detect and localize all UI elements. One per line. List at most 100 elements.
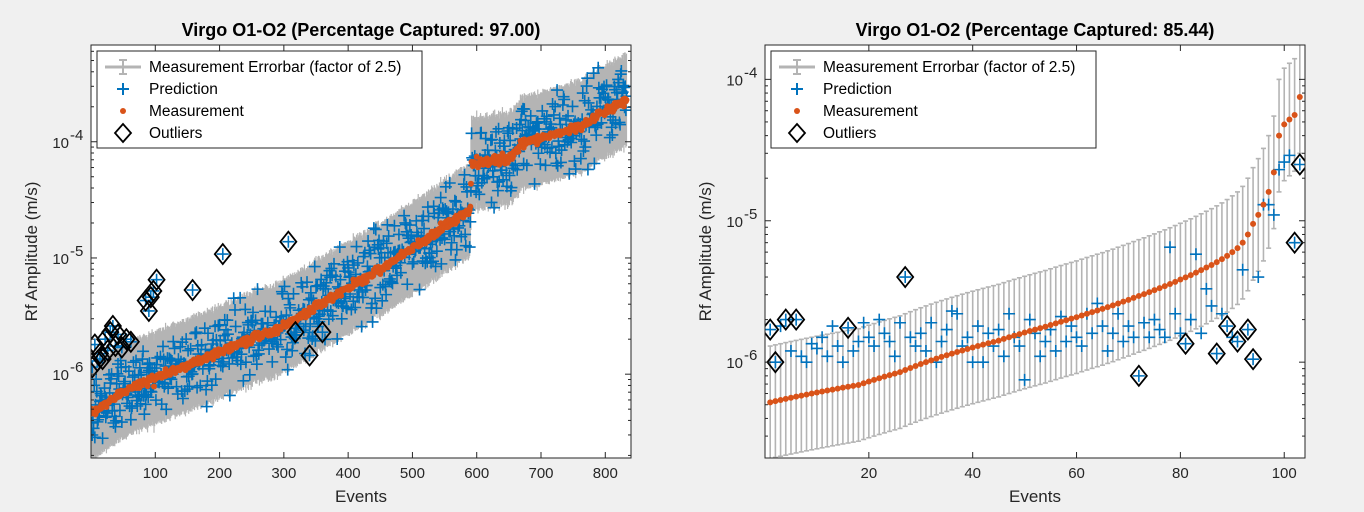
prediction-point — [1169, 307, 1182, 320]
measurement-point — [454, 218, 461, 225]
x-tick-label: 80 — [1172, 465, 1189, 482]
prediction-point — [1065, 320, 1078, 333]
legend-entry: Measurement Errorbar (factor of 2.5) — [149, 59, 401, 76]
prediction-point — [554, 156, 567, 169]
prediction-point — [355, 320, 368, 333]
prediction-point — [909, 340, 922, 353]
prediction-point — [202, 327, 214, 340]
measurement-point — [881, 373, 888, 380]
measurement-point — [767, 399, 774, 406]
outlier-series — [765, 153, 1305, 388]
outlier-series — [91, 230, 332, 379]
plot-content — [765, 45, 1305, 458]
prediction-point — [308, 260, 321, 273]
chart-title: Virgo O1-O2 (Percentage Captured: 97.00) — [182, 20, 541, 40]
measurement-series — [91, 95, 630, 418]
prediction-point — [176, 392, 189, 405]
outlier-point — [1238, 318, 1258, 342]
outlier-point — [147, 268, 166, 292]
measurement-point — [1255, 211, 1262, 218]
measurement-point — [907, 364, 914, 371]
legend-prediction-icon — [117, 83, 129, 95]
prediction-point — [464, 184, 477, 197]
measurement-point — [1073, 314, 1080, 321]
prediction-point — [331, 332, 344, 345]
prediction-point — [445, 236, 458, 249]
prediction-point — [485, 196, 498, 209]
prediction-point — [894, 316, 906, 329]
outlier-point — [103, 314, 123, 338]
measurement-point — [1011, 332, 1018, 339]
prediction-point — [1049, 344, 1062, 357]
outlier-point — [1129, 364, 1149, 388]
measurement-point — [777, 397, 784, 404]
prediction-point — [617, 81, 630, 94]
measurement-point — [1000, 335, 1007, 342]
prediction-point — [982, 327, 995, 340]
prediction-point — [234, 291, 247, 304]
measurement-point — [1006, 334, 1013, 341]
y-tick-exponent: -5 — [70, 243, 83, 260]
prediction-point — [247, 350, 260, 363]
prediction-point — [831, 340, 844, 353]
prediction-point — [1127, 331, 1140, 344]
measurement-point — [959, 347, 966, 354]
measurement-point — [499, 150, 506, 157]
prediction-point — [1205, 299, 1218, 312]
prediction-point — [888, 350, 901, 363]
prediction-point — [418, 222, 430, 235]
prediction-point — [324, 271, 337, 284]
prediction-point — [1195, 327, 1208, 340]
prediction-point — [369, 292, 382, 305]
prediction-point — [316, 326, 329, 339]
prediction-point — [429, 260, 442, 273]
measurement-point — [1229, 249, 1236, 256]
prediction-point — [1096, 320, 1109, 333]
prediction-point — [528, 177, 541, 190]
prediction-point — [1179, 337, 1192, 350]
prediction-point — [904, 331, 917, 344]
prediction-point — [1174, 327, 1187, 340]
prediction-point — [425, 247, 438, 260]
prediction-point — [790, 313, 803, 326]
prediction-point — [1210, 347, 1223, 360]
measurement-point — [928, 357, 935, 364]
measurement-point — [819, 388, 826, 395]
measurement-point — [803, 391, 810, 398]
prediction-point — [235, 348, 248, 361]
prediction-point — [479, 132, 492, 145]
measurement-point — [917, 361, 924, 368]
prediction-point — [821, 350, 834, 363]
prediction-point — [362, 235, 375, 248]
prediction-point — [328, 257, 340, 270]
prediction-point — [115, 416, 128, 429]
legend: Measurement Errorbar (factor of 2.5) Pred… — [96, 50, 423, 149]
measurement-point — [1208, 261, 1215, 268]
measurement-point — [772, 398, 779, 405]
measurement-point — [948, 350, 955, 357]
measurement-point — [1281, 121, 1288, 128]
x-tick-label: 100 — [1272, 465, 1297, 482]
measurement-point — [1125, 296, 1132, 303]
legend-entry: Prediction — [823, 81, 892, 98]
prediction-point — [551, 84, 564, 97]
measurement-point — [897, 369, 903, 376]
prediction-point — [398, 209, 411, 222]
prediction-point — [532, 147, 545, 160]
prediction-point — [1184, 313, 1197, 326]
prediction-point — [184, 342, 197, 355]
prediction-point — [278, 280, 291, 293]
prediction-point — [364, 247, 377, 260]
prediction-point — [110, 414, 123, 427]
prediction-point — [997, 350, 1010, 363]
x-tick-label: 300 — [271, 465, 296, 482]
prediction-point — [574, 152, 587, 165]
prediction-point — [836, 356, 849, 369]
measurement-point — [943, 352, 950, 359]
prediction-point — [919, 344, 932, 357]
prediction-point — [582, 96, 595, 109]
measurement-point — [1052, 320, 1059, 327]
measurement-point — [865, 378, 872, 385]
chart-title: Virgo O1-O2 (Percentage Captured: 85.44) — [856, 20, 1215, 40]
measurement-point — [572, 129, 579, 136]
